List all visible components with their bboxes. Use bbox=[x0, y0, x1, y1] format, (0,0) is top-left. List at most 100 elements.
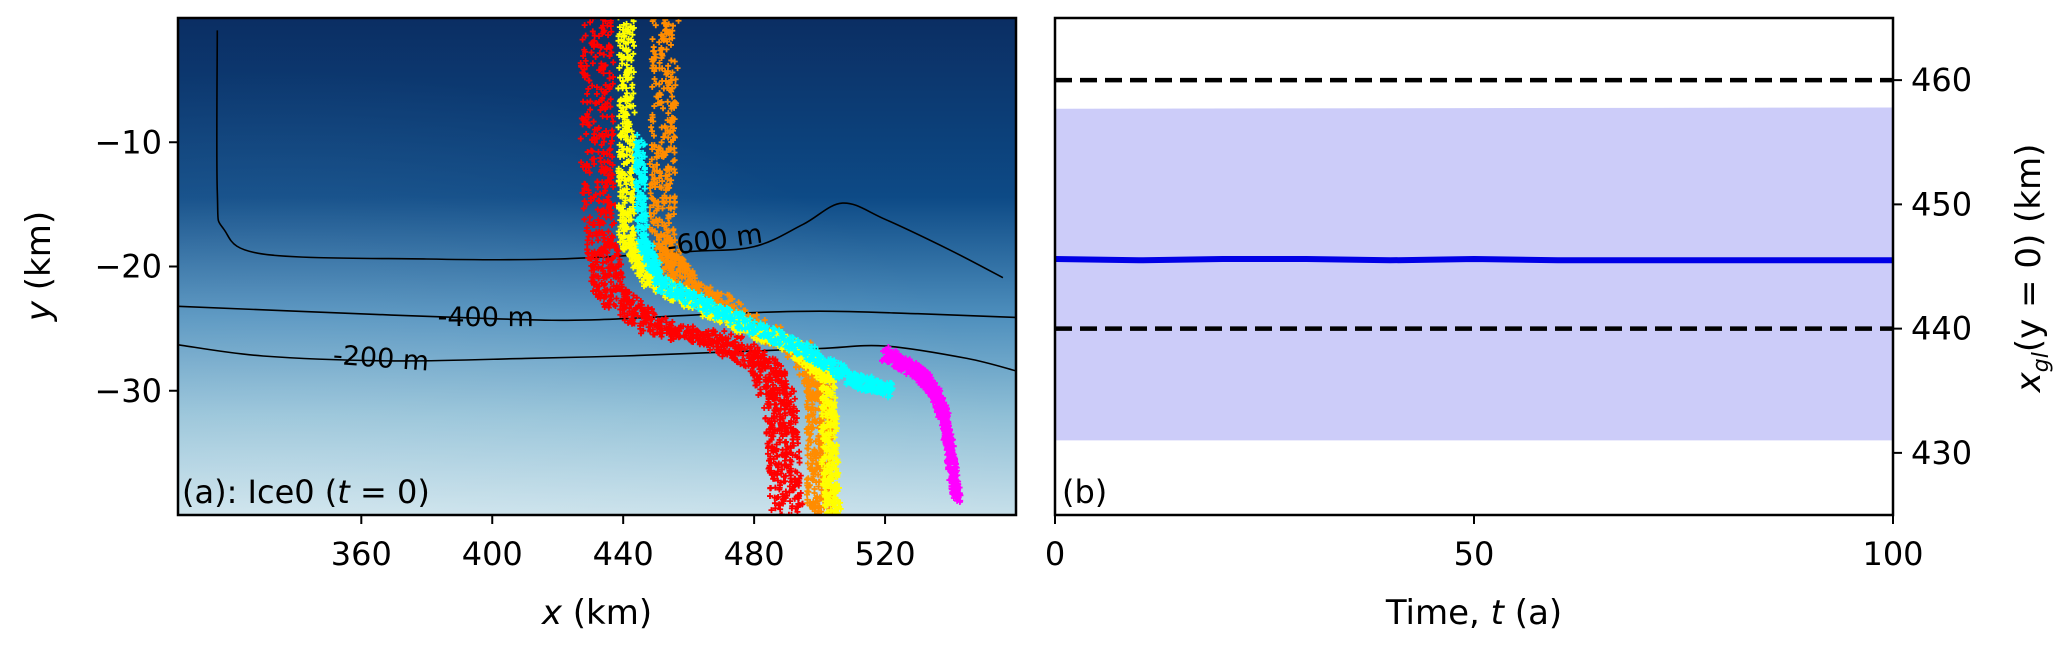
grounding-line-marker bbox=[620, 45, 627, 52]
grounding-line-marker bbox=[770, 449, 777, 456]
grounding-line-marker bbox=[729, 295, 736, 302]
grounding-line-marker bbox=[610, 301, 617, 308]
x-tick-label: 0 bbox=[1045, 535, 1065, 573]
grounding-line-marker bbox=[812, 381, 819, 388]
x-tick-label: 400 bbox=[462, 535, 523, 573]
grounding-line-marker bbox=[604, 235, 611, 242]
grounding-line-marker bbox=[822, 484, 829, 491]
grounding-line-marker bbox=[604, 113, 611, 120]
grounding-line-marker bbox=[628, 299, 635, 306]
grounding-line-marker bbox=[609, 288, 616, 295]
grounding-line-marker bbox=[822, 493, 829, 500]
grounding-line-marker bbox=[654, 179, 661, 186]
grounding-line-marker bbox=[671, 125, 678, 132]
grounding-line-marker bbox=[707, 346, 714, 353]
grounding-line-marker bbox=[767, 401, 774, 408]
grounding-line-marker bbox=[584, 249, 591, 256]
grounding-line-marker bbox=[667, 180, 674, 187]
grounding-line-marker bbox=[623, 124, 630, 131]
grounding-line-marker bbox=[591, 139, 598, 146]
grounding-line-marker bbox=[616, 256, 623, 263]
grounding-line-marker bbox=[605, 304, 612, 311]
grounding-line-marker bbox=[707, 284, 714, 291]
grounding-line-marker bbox=[622, 40, 629, 47]
panel-a-x-ticks: 360 400 440 480 520 bbox=[331, 515, 916, 573]
grounding-line-marker bbox=[601, 294, 608, 301]
grounding-line-marker bbox=[650, 18, 657, 23]
grounding-line-marker bbox=[634, 131, 641, 138]
grounding-line-marker bbox=[656, 39, 663, 46]
grounding-line-marker bbox=[599, 95, 606, 102]
grounding-line-marker bbox=[594, 206, 601, 213]
grounding-line-marker bbox=[741, 346, 748, 353]
grounding-line-marker bbox=[602, 88, 609, 95]
grounding-line-marker bbox=[832, 470, 839, 477]
grounding-line-marker bbox=[773, 367, 780, 374]
grounding-line-marker bbox=[808, 396, 815, 403]
grounding-line-marker bbox=[599, 259, 606, 266]
grounding-line-marker bbox=[787, 408, 794, 415]
grounding-line-marker bbox=[756, 366, 763, 373]
grounding-line-marker bbox=[585, 121, 592, 128]
grounding-line-marker bbox=[796, 358, 803, 365]
grounding-line-marker bbox=[615, 85, 622, 92]
grounding-line-marker bbox=[804, 452, 811, 459]
grounding-line-marker bbox=[717, 334, 724, 341]
grounding-line-marker bbox=[829, 459, 836, 466]
grounding-line-marker bbox=[769, 426, 776, 433]
grounding-line-marker bbox=[821, 424, 828, 431]
grounding-line-marker bbox=[700, 339, 707, 346]
grounding-line-marker bbox=[600, 207, 607, 214]
grounding-line-marker bbox=[693, 334, 700, 341]
grounding-line-marker bbox=[628, 57, 635, 64]
grounding-line-marker bbox=[788, 505, 795, 512]
grounding-line-marker bbox=[580, 205, 587, 212]
grounding-line-marker bbox=[663, 319, 670, 326]
grounding-line-marker bbox=[668, 177, 675, 184]
grounding-line-marker bbox=[638, 278, 645, 285]
panel-b-x-ticks: 0 50 100 bbox=[1045, 515, 1924, 573]
grounding-line-marker bbox=[730, 350, 737, 357]
grounding-line-marker bbox=[649, 228, 656, 235]
grounding-line-marker bbox=[687, 273, 694, 280]
grounding-line-marker bbox=[805, 406, 812, 413]
grounding-line-marker bbox=[640, 320, 647, 327]
grounding-line-marker bbox=[663, 187, 670, 194]
grounding-line-marker bbox=[608, 210, 615, 217]
grounding-line-marker bbox=[770, 433, 777, 440]
grounding-line-marker bbox=[605, 193, 612, 200]
grounding-line-marker bbox=[813, 479, 820, 486]
grounding-line-marker bbox=[737, 301, 744, 308]
grounding-line-marker bbox=[827, 439, 834, 446]
grounding-line-marker bbox=[608, 132, 615, 139]
series-lines bbox=[1055, 256, 1893, 264]
grounding-line-marker bbox=[806, 502, 813, 509]
grounding-line-marker bbox=[631, 320, 638, 327]
grounding-line-marker bbox=[616, 205, 623, 212]
grounding-line-marker bbox=[582, 57, 589, 64]
grounding-line-marker bbox=[779, 466, 786, 473]
grounding-line-marker bbox=[808, 378, 815, 385]
grounding-line-marker bbox=[830, 378, 837, 385]
grounding-line-marker bbox=[603, 128, 610, 135]
grounding-line-marker bbox=[677, 248, 684, 255]
grounding-line-marker bbox=[629, 253, 636, 260]
grounding-line-marker bbox=[782, 378, 789, 384]
grounding-line-marker bbox=[796, 448, 803, 455]
grounding-line-marker bbox=[633, 184, 640, 191]
grounding-line-marker bbox=[805, 483, 812, 490]
grounding-line-marker bbox=[769, 444, 776, 451]
grounding-line-marker bbox=[719, 341, 726, 348]
grounding-line-marker bbox=[793, 407, 800, 414]
grounding-line-marker bbox=[609, 221, 616, 228]
grounding-line-marker bbox=[615, 263, 622, 270]
grounding-line-marker bbox=[770, 381, 777, 388]
grounding-line-marker bbox=[650, 48, 657, 55]
x-tick-label: 50 bbox=[1454, 535, 1495, 573]
grounding-line-marker bbox=[664, 229, 671, 236]
grounding-line-marker bbox=[603, 45, 610, 52]
grounding-line-marker bbox=[607, 167, 614, 174]
grounding-line-marker bbox=[623, 226, 630, 233]
contour-line bbox=[178, 344, 1016, 372]
grounding-line-marker bbox=[749, 368, 756, 375]
